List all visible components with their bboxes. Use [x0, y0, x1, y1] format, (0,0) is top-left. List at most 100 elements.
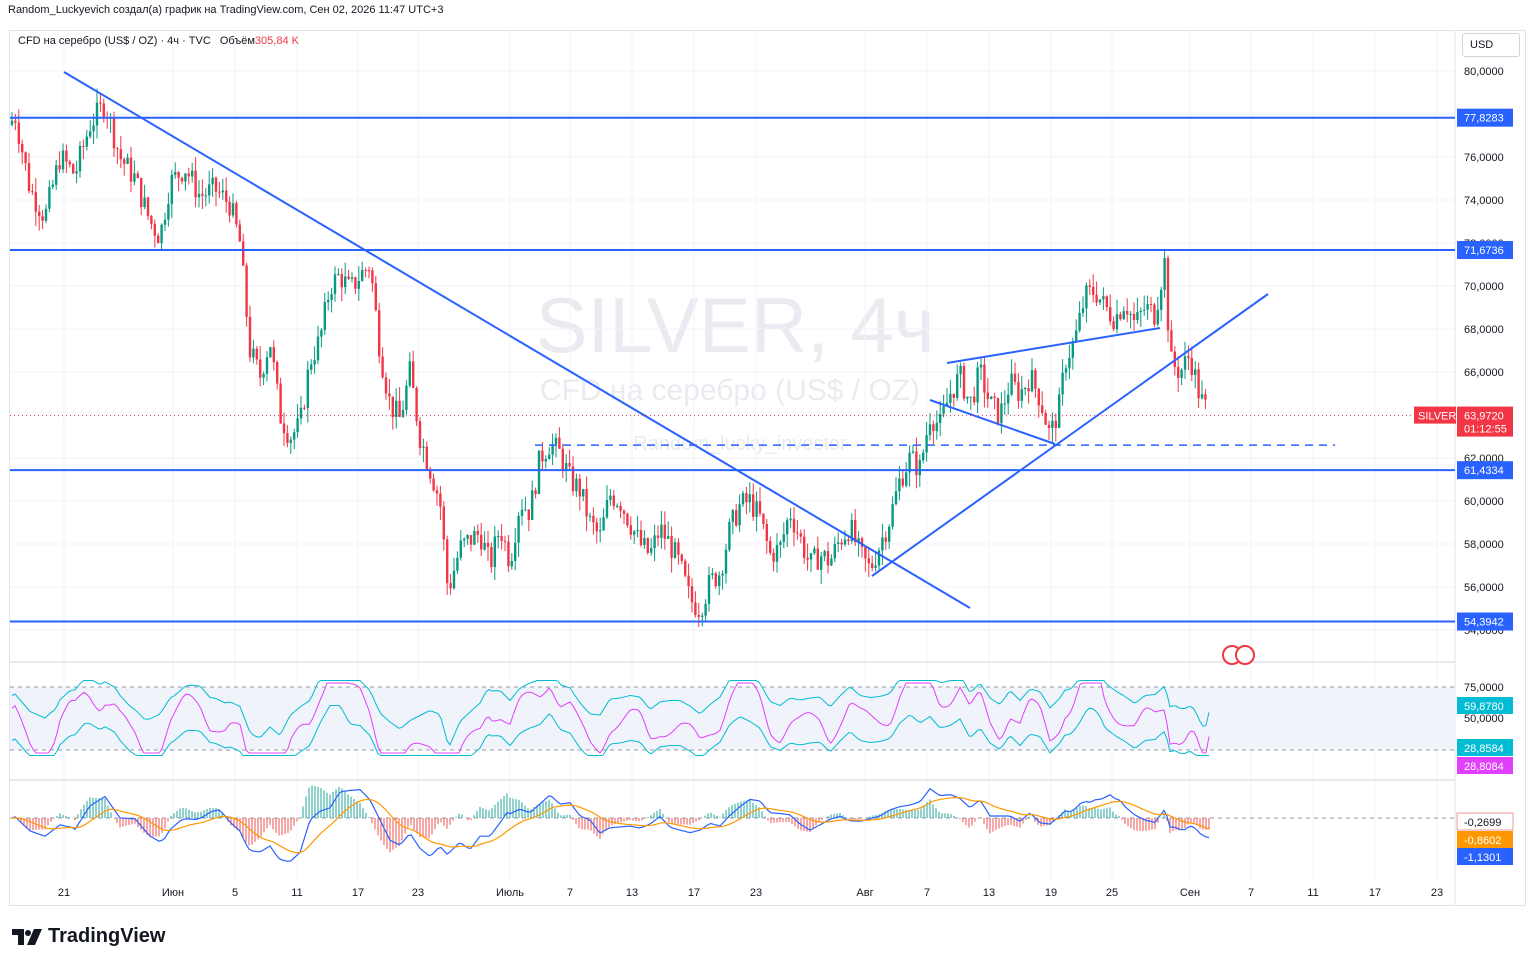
candle-body [184, 173, 187, 182]
candle-body [707, 574, 711, 604]
candle-body [544, 459, 547, 462]
candle-body [27, 163, 31, 192]
candle-body [371, 270, 374, 284]
level-tag [1457, 108, 1513, 127]
candle-body [619, 505, 622, 511]
candle-body [660, 524, 663, 538]
candle-body [129, 157, 133, 182]
candle-body [888, 526, 891, 542]
candle-body [1051, 420, 1054, 429]
tradingview-logo[interactable]: TradingView [12, 925, 165, 948]
x-tick-label: 23 [1431, 887, 1443, 899]
candle-body [758, 501, 762, 514]
candle-body [483, 542, 486, 550]
candle-body [639, 530, 643, 546]
candle-body [126, 157, 129, 164]
candle-body [133, 173, 136, 182]
rsi-line [11, 682, 1210, 754]
candle-body [884, 537, 887, 542]
candle-body [276, 362, 279, 384]
candle-body [221, 190, 224, 193]
candle-body [14, 120, 17, 123]
candle-body [558, 437, 561, 449]
candle-body [340, 274, 343, 288]
candle-body [554, 437, 558, 445]
candle-body [415, 387, 418, 422]
candle-body [116, 148, 119, 150]
rsi-value-label: 59,8780 [1464, 701, 1504, 713]
candle-body [1197, 369, 1200, 399]
candle-body [1044, 412, 1047, 425]
candle-body [1017, 381, 1020, 401]
candle-body [656, 535, 660, 538]
candle-body [837, 542, 840, 544]
candle-body [1200, 394, 1204, 399]
candle-body [231, 203, 235, 216]
candle-body [741, 493, 745, 505]
candle-body [1071, 341, 1074, 358]
candle-body [983, 364, 986, 393]
candle-body [925, 435, 928, 453]
candle-body [405, 385, 408, 411]
candle-body [344, 276, 347, 288]
candle-body [320, 330, 323, 337]
candle-body [1187, 356, 1190, 359]
candle-body [102, 103, 105, 118]
candle-body [442, 506, 445, 540]
candle-body [816, 548, 819, 570]
candle-body [799, 533, 802, 537]
candle-body [585, 488, 588, 517]
rsi-value-label: 28,8084 [1464, 761, 1504, 773]
candle-body [480, 534, 483, 550]
candle-body [850, 519, 853, 542]
candle-body [667, 535, 670, 539]
candle-body [449, 583, 452, 589]
candle-body [986, 392, 989, 400]
candle-body [748, 494, 751, 503]
x-tick-label: Сен [1180, 887, 1200, 899]
candle-body [901, 478, 904, 486]
rsi-lower-band [11, 705, 1209, 756]
candle-body [622, 510, 626, 514]
candle-body [1143, 309, 1146, 311]
candle-body [197, 193, 201, 198]
candle-body [775, 544, 779, 562]
candle-body [510, 560, 513, 567]
candle-body [187, 173, 190, 177]
currency-selector[interactable]: USD [1462, 33, 1520, 57]
candle-body [272, 347, 275, 363]
candle-body [609, 495, 612, 501]
candle-body [490, 547, 493, 568]
rsi-value-tag [1457, 697, 1513, 714]
candle-body [21, 143, 24, 153]
candle-body [68, 161, 71, 165]
candle-body [646, 538, 649, 553]
candle-body [966, 396, 969, 399]
candle-body [214, 177, 218, 192]
candle-body [874, 565, 877, 568]
candle-body [857, 538, 860, 542]
y-tick-label: 58,0000 [1464, 539, 1504, 551]
candle-body [1136, 312, 1139, 321]
candle-body [282, 423, 286, 434]
x-tick-label: 7 [924, 887, 930, 899]
candle-body [425, 446, 428, 470]
candle-body [337, 274, 340, 276]
candle-body [663, 524, 666, 539]
candle-body [962, 366, 966, 399]
candle-body [1075, 330, 1078, 342]
candle-body [1163, 258, 1166, 290]
candle-body [211, 177, 214, 185]
macd-value-tag [1456, 812, 1514, 831]
candle-body [653, 535, 656, 549]
candle-body [1081, 308, 1085, 313]
rsi-upper-band [11, 680, 1210, 746]
candle-body [1166, 258, 1170, 331]
x-tick-label: 5 [232, 887, 238, 899]
candle-body [408, 361, 411, 386]
candle-body [65, 150, 68, 162]
candle-body [843, 539, 847, 545]
candle-body [1183, 356, 1187, 370]
symbol-legend[interactable]: CFD на серебро (US$ / OZ) · 4ч · TVC Объ… [18, 35, 299, 47]
